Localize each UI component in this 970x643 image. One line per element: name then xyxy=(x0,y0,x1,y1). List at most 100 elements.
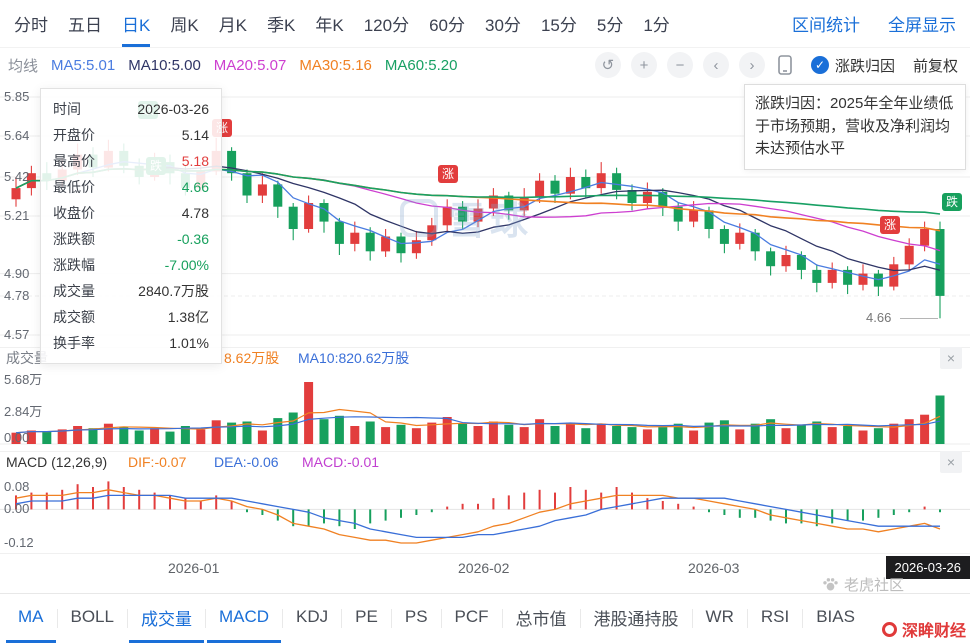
tab-divider xyxy=(390,609,392,628)
brand-text: 深眸财经 xyxy=(901,623,966,640)
zoom-in-icon[interactable]: + xyxy=(630,52,657,78)
tab-divider xyxy=(691,609,693,628)
brand-logo-icon xyxy=(881,621,897,637)
indicator-tab-bar: MA BOLL 成交量 MACD KDJ PE PS PCF 总市值 港股通持股… xyxy=(0,593,970,643)
event-flag-down[interactable]: 跌 xyxy=(942,193,963,211)
undo-icon[interactable]: ↺ xyxy=(594,52,621,78)
ma60-value: MA60:5.20 xyxy=(384,56,458,74)
indicator-tab-hk-connect[interactable]: 港股通持股 xyxy=(593,609,679,629)
event-flag-up[interactable]: 涨 xyxy=(880,216,901,234)
indicator-tab-market-cap[interactable]: 总市值 xyxy=(515,609,567,629)
price-axis-label: 5.85 xyxy=(4,89,30,104)
attribution-checkbox[interactable]: ✓ 涨跌归因 xyxy=(810,55,895,76)
tab-divider xyxy=(126,609,128,628)
xaxis-month-label: 2026-03 xyxy=(688,560,740,576)
fullscreen-button[interactable]: 全屏显示 xyxy=(888,16,956,35)
tab-1min[interactable]: 1分 xyxy=(643,15,670,35)
macd-axis-label: 0.08 xyxy=(4,479,30,494)
price-axis-label: 5.21 xyxy=(4,208,30,223)
indicator-tab-kdj[interactable]: KDJ xyxy=(296,607,329,626)
volume-pane-close-button[interactable]: × xyxy=(940,347,962,369)
indicator-tab-wr[interactable]: WR xyxy=(705,607,734,626)
indicator-tab-ma[interactable]: MA xyxy=(6,594,56,643)
volume-axis-label: 5.68万 xyxy=(4,372,43,387)
tooltip-row: 成交量 2840.7万股 xyxy=(53,283,209,299)
price-axis-label: 5.42 xyxy=(4,169,30,184)
xueqiu-watermark-text: 雪球 xyxy=(448,201,533,243)
tooltip-row: 最低价 4.66 xyxy=(53,179,209,195)
tooltip-row: 时间 2026-03-26 xyxy=(53,101,209,117)
attribution-label: 涨跌归因 xyxy=(834,57,895,75)
ma30-value: MA30:5.16 xyxy=(299,56,372,74)
tab-monthly-k[interactable]: 月K xyxy=(218,15,248,35)
indicator-tab-bias[interactable]: BIAS xyxy=(816,607,855,626)
watermark-xueqiu: 雪球 xyxy=(400,190,532,245)
volume-ma10-value: MA10:820.62万股 xyxy=(298,350,410,366)
indicator-tab-volume[interactable]: 成交量 xyxy=(128,594,204,643)
pane-divider xyxy=(0,451,970,452)
period-toolbar: 分时 五日 日K 周K 月K 季K 年K 120分 60分 30分 15分 5分… xyxy=(0,0,970,48)
tooltip-row: 最高价 5.18 xyxy=(53,153,209,169)
tab-30min[interactable]: 30分 xyxy=(485,15,521,35)
tab-quarterly-k[interactable]: 季K xyxy=(267,15,296,35)
ma5-value: MA5:5.01 xyxy=(51,56,116,74)
volume-axis-label: 0.00 xyxy=(4,430,30,445)
macd-pane-title: MACD (12,26,9) xyxy=(6,454,108,470)
macd-chart-canvas[interactable] xyxy=(0,474,970,553)
paw-icon xyxy=(823,578,838,591)
pan-left-icon[interactable]: ‹ xyxy=(702,52,729,78)
tooltip-row: 成交额 1.38亿 xyxy=(53,309,209,325)
ma-legend-row: 均线 MA5:5.01 MA10:5.00 MA20:5.07 MA30:5.1… xyxy=(0,50,970,80)
tooltip-row: 开盘价 5.14 xyxy=(53,127,209,143)
tab-weekly-k[interactable]: 周K xyxy=(170,15,199,35)
attribution-note: 涨跌归因：2025年全年业绩低于市场预期，营收及净利润均未达预估水平 xyxy=(744,84,966,170)
indicator-tab-macd[interactable]: MACD xyxy=(206,594,282,643)
phone-icon[interactable] xyxy=(775,52,795,78)
tab-5day[interactable]: 五日 xyxy=(68,15,102,35)
event-flag-up[interactable]: 涨 xyxy=(438,165,459,183)
candle-tooltip: 时间 2026-03-26 开盘价 5.14 最高价 5.18 最低价 4.66 收盘价… xyxy=(40,88,222,364)
tab-yearly-k[interactable]: 年K xyxy=(315,15,344,35)
macd-pane-close-button[interactable]: × xyxy=(940,451,962,473)
price-axis-label: 4.78 xyxy=(4,288,30,303)
tab-minute[interactable]: 分时 xyxy=(14,15,48,35)
zoom-out-icon[interactable]: − xyxy=(666,52,693,78)
tab-15min[interactable]: 15分 xyxy=(540,15,577,35)
range-stats-button[interactable]: 区间统计 xyxy=(792,16,860,35)
macd-hist-value: MACD:-0.01 xyxy=(302,454,380,470)
tab-divider xyxy=(341,609,343,628)
pane-divider xyxy=(0,347,970,348)
low-price-pointer-line xyxy=(900,318,938,319)
volume-ma5-value: 8.62万股 xyxy=(224,350,280,366)
tab-daily-k[interactable]: 日K xyxy=(122,0,151,47)
indicator-tab-rsi[interactable]: RSI xyxy=(760,607,790,626)
tab-divider xyxy=(501,609,503,628)
tooltip-row: 涨跌额 -0.36 xyxy=(53,231,209,247)
indicator-tab-boll[interactable]: BOLL xyxy=(70,607,114,626)
low-price-label: 4.66 xyxy=(866,310,892,325)
xaxis-month-label: 2026-01 xyxy=(168,560,220,576)
ma-legend-title: 均线 xyxy=(8,57,39,75)
volume-chart-canvas[interactable] xyxy=(0,366,970,450)
current-date-badge: 2026-03-26 xyxy=(885,556,970,579)
brand-shenmou-caijing: 深眸财经 xyxy=(877,617,966,641)
watermark-tiger-community: 老虎社区 xyxy=(822,574,904,595)
tab-5min[interactable]: 5分 xyxy=(596,15,624,35)
tooltip-row: 换手率 1.01% xyxy=(53,335,209,351)
tab-divider xyxy=(746,609,748,628)
pane-divider xyxy=(0,553,970,554)
indicator-tab-pcf[interactable]: PCF xyxy=(454,607,489,626)
macd-dif-value: DIF:-0.07 xyxy=(128,454,187,470)
volume-axis-label: 2.84万 xyxy=(4,404,43,419)
tooltip-row: 收盘价 4.78 xyxy=(53,205,209,221)
indicator-tab-ps[interactable]: PS xyxy=(404,607,428,626)
macd-axis-label: 0.00 xyxy=(4,501,30,516)
tab-60min[interactable]: 60分 xyxy=(429,15,466,35)
adjust-mode-button[interactable]: 前复权 xyxy=(912,57,958,75)
ma10-value: MA10:5.00 xyxy=(128,56,201,74)
tab-divider xyxy=(56,609,58,628)
tab-divider xyxy=(204,609,206,628)
pan-right-icon[interactable]: › xyxy=(738,52,765,78)
indicator-tab-pe[interactable]: PE xyxy=(355,607,378,626)
tab-120min[interactable]: 120分 xyxy=(363,15,410,35)
